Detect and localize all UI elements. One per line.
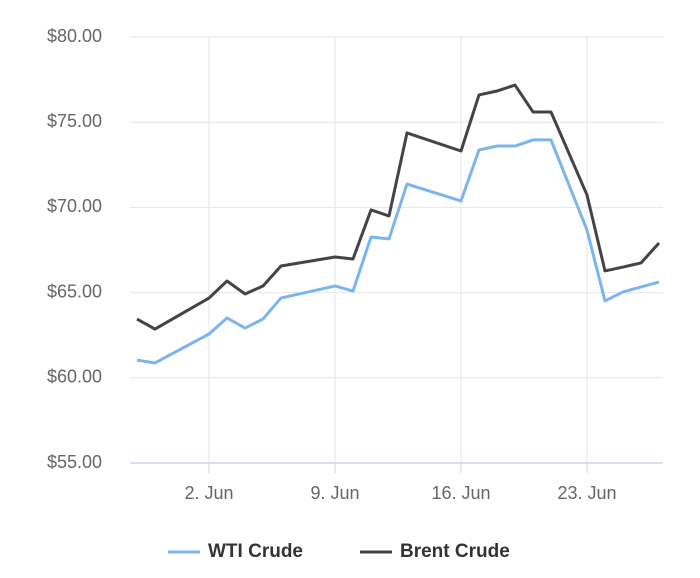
x-tick-label: 9. Jun [310, 483, 359, 503]
x-tick-label: 23. Jun [557, 483, 616, 503]
x-tick-label: 16. Jun [431, 483, 490, 503]
data-line [136, 83, 661, 331]
y-tick-label: $60.00 [47, 367, 102, 387]
legend-item: Brent Crude [360, 541, 510, 562]
data-line [136, 138, 660, 365]
y-tick-label: $80.00 [47, 26, 102, 46]
y-tick-label: $70.00 [47, 196, 102, 216]
y-tick-label: $65.00 [47, 281, 102, 301]
y-tick-label: $55.00 [47, 452, 102, 472]
legend-label: Brent Crude [400, 541, 510, 562]
legend-label: WTI Crude [208, 541, 303, 562]
x-tick-label: 2. Jun [184, 483, 233, 503]
legend-item: WTI Crude [168, 541, 303, 562]
y-tick-label: $75.00 [47, 111, 102, 131]
